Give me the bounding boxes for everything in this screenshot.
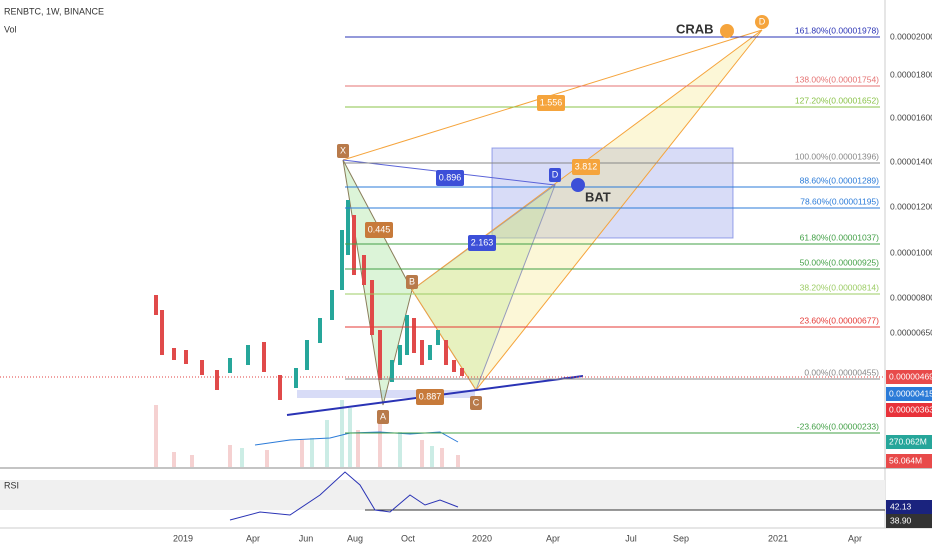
- rsi-badge: [886, 500, 932, 514]
- fib-label: 61.80%(0.00001037): [800, 232, 880, 242]
- price-label: 0.00001000: [890, 247, 932, 257]
- time-label: Apr: [246, 533, 260, 543]
- price-badge-text: 0.00000363: [889, 404, 932, 414]
- volume-label: Vol: [4, 24, 17, 34]
- ratio-label: 0.896: [439, 172, 462, 182]
- ratio-box: [416, 389, 444, 405]
- ratio-box: [468, 235, 496, 251]
- time-label: Apr: [848, 533, 862, 543]
- time-label: 2019: [173, 533, 193, 543]
- point-label: C: [473, 397, 480, 407]
- price-badge-text: 56.064M: [889, 455, 922, 465]
- fib-label: 23.60%(0.00000677): [800, 315, 880, 325]
- price-label: 0.00001800: [890, 69, 932, 79]
- point-marker: [377, 410, 389, 424]
- ratio-label: 1.556: [540, 97, 563, 107]
- fib-label: 78.60%(0.00001195): [800, 196, 879, 206]
- point-label: D: [759, 16, 766, 26]
- point-marker: [470, 396, 482, 410]
- point-label: B: [409, 276, 415, 286]
- fib-label: 38.20%(0.00000814): [800, 282, 880, 292]
- pattern-check: [571, 178, 585, 192]
- symbol: RENBTC, 1W, BINANCE: [4, 6, 104, 16]
- rsi-title: RSI: [4, 480, 19, 490]
- price-badge: [886, 454, 932, 468]
- price-label: 0.00001200: [890, 201, 932, 211]
- price-badge-text: 0.00000415: [889, 388, 932, 398]
- point-label: D: [552, 169, 559, 179]
- price-badge-text: 270.062M: [889, 436, 927, 446]
- time-label: Jun: [299, 533, 314, 543]
- point-label: A: [380, 411, 386, 421]
- price-badge: [886, 370, 932, 384]
- price-label: 0.00001400: [890, 156, 932, 166]
- rsi-band: [0, 480, 885, 510]
- ratio-box: [365, 222, 393, 238]
- price-badge: [886, 387, 932, 401]
- time-label: Apr: [546, 533, 560, 543]
- pattern-check: [720, 24, 734, 38]
- price-badge: [886, 435, 932, 449]
- price-label: 0.00000650: [890, 327, 932, 337]
- time-label: 2020: [472, 533, 492, 543]
- point-label: X: [340, 145, 346, 155]
- time-label: Sep: [673, 533, 689, 543]
- time-label: Oct: [401, 533, 416, 543]
- pattern-name: BAT: [585, 189, 611, 204]
- price-label: 0.00000800: [890, 292, 932, 302]
- rsi-line: [229, 471, 459, 521]
- ratio-box: [537, 95, 565, 111]
- fib-label: -23.60%(0.00000233): [797, 421, 879, 431]
- rsi-badge: [886, 514, 932, 528]
- volume-bars: [154, 405, 460, 467]
- price-label: 0.00001600: [890, 112, 932, 122]
- point-marker: [406, 275, 418, 289]
- point-marker: [549, 168, 561, 182]
- fib-label: 161.80%(0.00001978): [795, 25, 879, 35]
- fib-label: 138.00%(0.00001754): [795, 74, 879, 84]
- fib-label: 0.00%(0.00000455): [804, 367, 879, 377]
- candles: [154, 200, 464, 400]
- price-badge: [886, 403, 932, 417]
- time-label: Jul: [625, 533, 637, 543]
- time-label: 2021: [768, 533, 788, 543]
- ratio-label: 0.445: [368, 224, 391, 234]
- rsi-badge-text: 38.90: [890, 515, 912, 525]
- rsi-badge-text: 42.13: [890, 501, 912, 511]
- fib-label: 100.00%(0.00001396): [795, 151, 879, 161]
- price-label: 0.00002000: [890, 31, 932, 41]
- price-badge-text: 0.00000469: [889, 371, 932, 381]
- fib-label: 50.00%(0.00000925): [800, 257, 880, 267]
- ratio-label: 3.812: [575, 161, 598, 171]
- time-label: Aug: [347, 533, 363, 543]
- ratio-label: 0.887: [419, 391, 442, 401]
- fib-label: 127.20%(0.00001652): [795, 95, 879, 105]
- fib-label: 88.60%(0.00001289): [800, 175, 880, 185]
- volume-bars-up: [240, 400, 434, 467]
- ratio-box: [572, 159, 600, 175]
- point-marker: [755, 15, 769, 29]
- pattern-name: CRAB: [676, 21, 714, 36]
- point-marker: [337, 144, 349, 158]
- ratio-box: [436, 170, 464, 186]
- ratio-label: 2.163: [471, 237, 494, 247]
